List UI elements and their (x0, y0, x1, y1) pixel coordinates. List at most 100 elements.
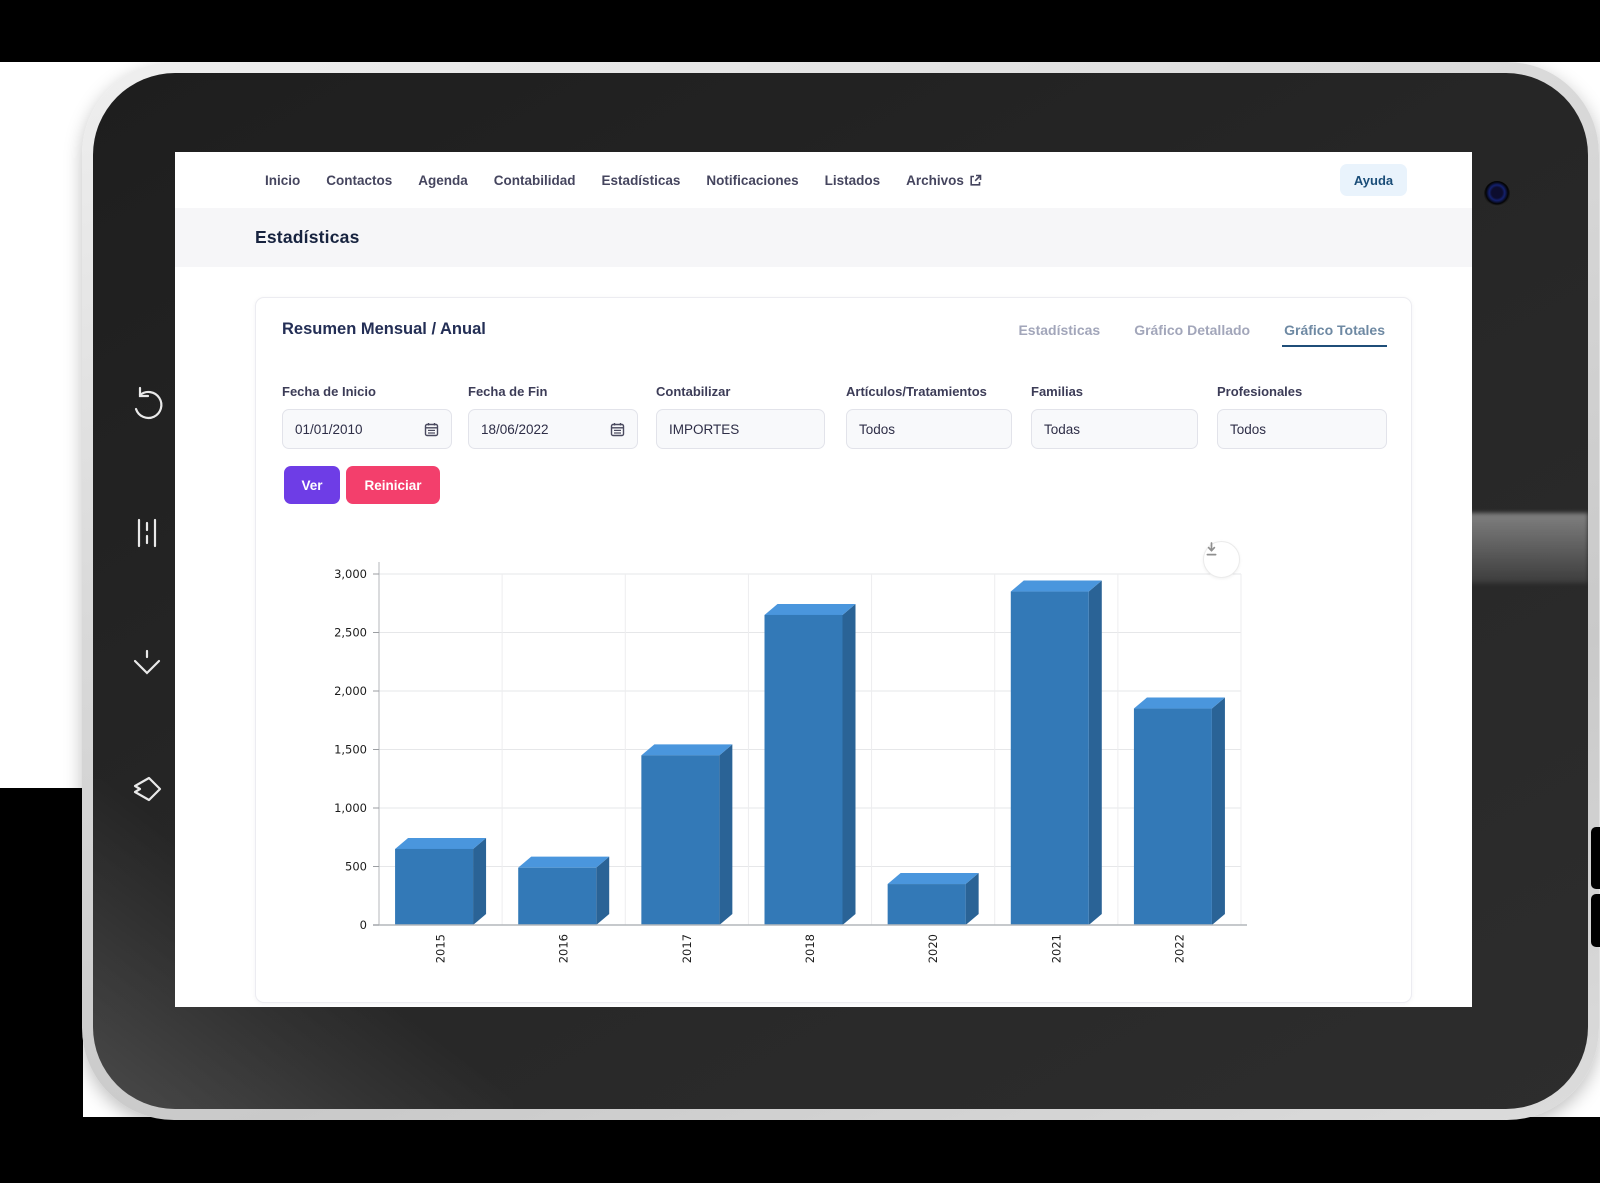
filter-value: Todas (1044, 421, 1081, 437)
filter-label: Fecha de Inicio (282, 384, 376, 399)
filter-field-familias[interactable]: Todas (1031, 409, 1198, 449)
filter-label: Familias (1031, 384, 1084, 399)
bar-chart: 0 500 1,000 1,500 2,000 2,500 3,000 2015 2016 201… (311, 541, 1271, 981)
bar-side (965, 873, 979, 925)
bar-side (719, 744, 733, 925)
bar-2018 (764, 614, 843, 925)
bar-top (764, 603, 856, 615)
filter-value: IMPORTES (669, 421, 740, 437)
x-tick-label: 2020 (926, 934, 940, 963)
y-tick-label: 3,000 (334, 567, 367, 581)
nav-items: Inicio Contactos Agenda Contabilidad Estadís… (265, 173, 982, 188)
y-tick-label: 1,500 (334, 743, 367, 757)
reset-button[interactable]: Reiniciar (346, 466, 440, 504)
nav-item-contabilidad[interactable]: Contabilidad (493, 172, 576, 188)
calendar-icon (610, 422, 625, 436)
page-title: Estadísticas (255, 227, 360, 247)
nav-item-listados[interactable]: Listados (824, 172, 881, 188)
bar-2017 (641, 755, 720, 925)
y-tick-label: 2,000 (334, 684, 367, 698)
backdrop-bottom (0, 1117, 1600, 1183)
filter-field-profesionales[interactable]: Todos (1217, 409, 1387, 449)
bar-top (395, 837, 487, 849)
nav-item-agenda[interactable]: Agenda (418, 172, 468, 188)
backdrop-left (0, 788, 83, 1183)
filter-field-fecha-de-fin[interactable]: 18/06/2022 (468, 409, 638, 449)
y-tick-label: 2,500 (334, 626, 367, 640)
columns-icon (127, 513, 167, 553)
filter-field-contabilizar[interactable]: IMPORTES (656, 409, 825, 449)
filter-fecha-de-fin: Fecha de Fin 18/06/2022 (468, 384, 638, 449)
filter-profesionales: Profesionales Todos (1217, 384, 1387, 449)
bar-top (518, 856, 610, 868)
filter-familias: Familias Todas (1031, 384, 1198, 449)
tab-estadisticas[interactable]: Estadísticas (1018, 322, 1101, 338)
bar-side (596, 856, 610, 925)
filter-value: 01/01/2010 (295, 421, 363, 437)
x-tick-label: 2015 (434, 934, 448, 963)
y-tick-label: 1,000 (334, 801, 367, 815)
x-tick-label: 2021 (1049, 934, 1063, 963)
filter-value: Todos (859, 421, 896, 437)
bar-2022 (1133, 708, 1212, 925)
view-button[interactable]: Ver (284, 466, 340, 504)
download-icon (1206, 542, 1217, 556)
bar-side (1211, 697, 1225, 925)
filter-fecha-de-inicio: Fecha de Inicio 01/01/2010 (282, 384, 452, 449)
front-camera (1484, 181, 1510, 207)
x-tick-label: 2022 (1172, 934, 1186, 963)
chevron-down-icon (127, 643, 167, 683)
rotate-ccw-icon (127, 385, 167, 425)
nav-item-inicio[interactable]: Inicio (265, 172, 301, 188)
tab-grafico-detallado[interactable]: Gráfico Detallado (1134, 322, 1251, 338)
volume-down-button (1591, 894, 1600, 947)
backdrop-top (0, 0, 1600, 62)
summary-card: Resumen Mensual / Anual Estadísticas Gráf… (255, 297, 1412, 1003)
card-tabs: Estadísticas Gráfico Detallado Gráfico Tot… (1018, 322, 1387, 347)
tab-grafico-totales[interactable]: Gráfico Totales (1282, 322, 1387, 347)
filter-articulos-tratamientos: Artículos/Tratamientos Todos (846, 384, 1012, 449)
nav-item-archivos[interactable]: Archivos (906, 173, 982, 188)
y-tick-label: 500 (345, 860, 367, 874)
y-tick-label: 0 (360, 918, 367, 932)
arrow-tag-icon (127, 771, 167, 811)
bar-2015 (395, 848, 474, 925)
x-tick-label: 2017 (680, 934, 694, 963)
filter-label: Fecha de Fin (468, 384, 548, 399)
nav-item-notificaciones[interactable]: Notificaciones (706, 172, 799, 188)
tablet-bezel: Inicio Contactos Agenda Contabilidad Estadís… (93, 73, 1588, 1109)
bar-side (1088, 580, 1102, 925)
bar-top (1133, 697, 1225, 709)
tablet-frame: Inicio Contactos Agenda Contabilidad Estadís… (82, 62, 1599, 1120)
bar-top (641, 744, 733, 756)
filter-contabilizar: Contabilizar IMPORTES (656, 384, 825, 449)
bar-2020 (887, 884, 966, 925)
filter-value: Todos (1230, 421, 1267, 437)
filter-label: Artículos/Tratamientos (846, 384, 987, 399)
volume-up-button (1591, 827, 1600, 889)
bar-side (473, 837, 487, 925)
bar-top (887, 873, 979, 885)
bar-2021 (1010, 591, 1089, 925)
bar-side (842, 603, 856, 925)
card-title: Resumen Mensual / Anual (282, 320, 486, 338)
help-button[interactable]: Ayuda (1340, 164, 1407, 196)
nav-item-estadisticas[interactable]: Estadísticas (601, 172, 681, 188)
nav-item-contactos[interactable]: Contactos (326, 172, 393, 188)
filter-field-fecha-de-inicio[interactable]: 01/01/2010 (282, 409, 452, 449)
filter-label: Contabilizar (656, 384, 731, 399)
bezel-reflection (1458, 513, 1588, 583)
filter-field-articulos-tratamientos[interactable]: Todos (846, 409, 1012, 449)
filter-label: Profesionales (1217, 384, 1303, 399)
chart-download-button[interactable] (1203, 541, 1240, 578)
bar-2016 (518, 867, 597, 925)
external-link-icon (970, 174, 982, 186)
chart-canvas: 0 500 1,000 1,500 2,000 2,500 3,000 2015 2016 201… (334, 562, 1247, 963)
app-screen: Inicio Contactos Agenda Contabilidad Estadís… (175, 152, 1472, 1007)
page-heading-strip: Estadísticas (175, 208, 1472, 267)
x-tick-label: 2016 (557, 934, 571, 963)
x-tick-label: 2018 (803, 934, 817, 963)
bar-top (1010, 580, 1102, 592)
calendar-icon (424, 422, 439, 436)
filter-value: 18/06/2022 (481, 421, 549, 437)
